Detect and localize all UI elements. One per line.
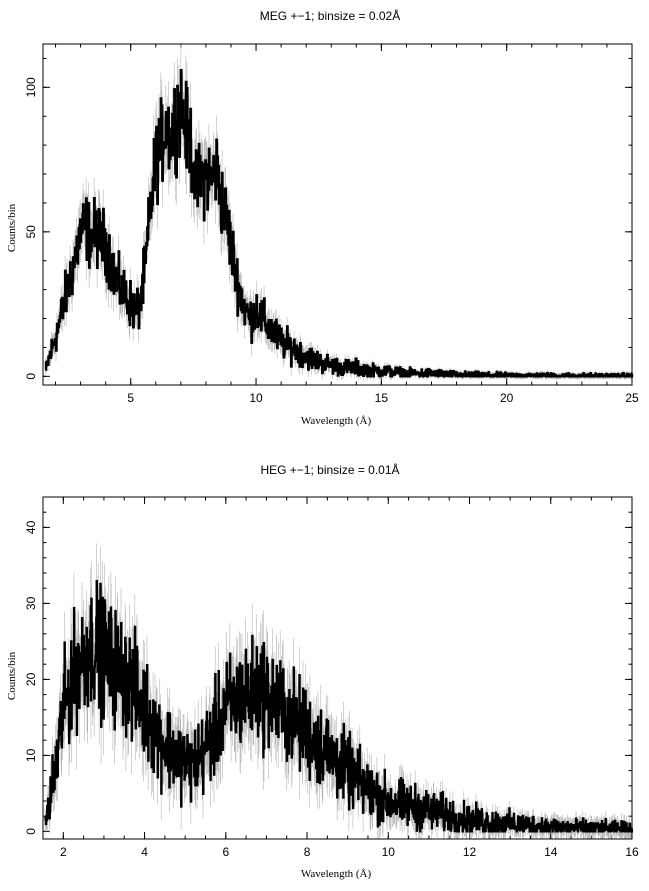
- meg-chart-title: MEG +−1; binsize = 0.02Å: [260, 8, 400, 23]
- heg-y-tick-label-4: 40: [24, 520, 38, 534]
- heg-x-tick-label-3: 8: [304, 845, 311, 859]
- heg-y-tick-label-0: 0: [24, 828, 38, 835]
- heg-spectrum-line: [44, 580, 634, 833]
- heg-x-axis-label: Wavelength (Å): [301, 868, 372, 880]
- heg-x-tick-label-5: 12: [463, 845, 477, 859]
- heg-plot-area: [44, 543, 634, 839]
- meg-spectrum-line: [44, 69, 634, 378]
- meg-y-tick-label-0: 0: [24, 373, 38, 380]
- heg-spectrum-panel: HEG +−1; binsize = 0.01Å Wavelength (Å) …: [6, 462, 639, 880]
- meg-x-tick-label-1: 10: [249, 391, 263, 405]
- meg-error-bars: [45, 42, 633, 381]
- heg-x-tick-label-4: 10: [382, 845, 396, 859]
- meg-tick-group: 5 10 15 20 25 0 50 100: [24, 44, 639, 405]
- heg-x-tick-label-2: 6: [222, 845, 229, 859]
- meg-y-tick-label-2: 100: [24, 77, 38, 97]
- heg-tick-group: 2 4 6 8 10 12 14 16 0 10 20 30 40: [24, 496, 639, 859]
- meg-y-axis-label: Counts/bin: [6, 203, 18, 252]
- heg-plot-frame: [42, 496, 633, 840]
- meg-x-axis-label: Wavelength (Å): [301, 415, 372, 427]
- heg-x-tick-label-7: 16: [625, 845, 639, 859]
- heg-y-tick-label-3: 30: [24, 596, 38, 610]
- meg-x-tick-label-4: 25: [625, 391, 639, 405]
- heg-x-tick-label-0: 2: [60, 845, 67, 859]
- meg-y-tick-label-1: 50: [24, 225, 38, 239]
- heg-y-tick-label-2: 20: [24, 672, 38, 686]
- heg-y-axis-label: Counts/bin: [6, 651, 18, 700]
- heg-x-tick-label-6: 14: [544, 845, 558, 859]
- meg-plot-frame: [42, 43, 633, 386]
- heg-y-tick-label-1: 10: [24, 748, 38, 762]
- meg-spectrum-panel: MEG +−1; binsize = 0.02Å Wavelength (Å) …: [6, 8, 639, 427]
- meg-plot-area: [44, 42, 634, 381]
- meg-x-tick-label-2: 15: [375, 391, 389, 405]
- heg-x-tick-label-1: 4: [141, 845, 148, 859]
- meg-x-tick-label-3: 20: [500, 391, 514, 405]
- heg-chart-title: HEG +−1; binsize = 0.01Å: [260, 462, 399, 477]
- meg-x-tick-label-0: 5: [127, 391, 134, 405]
